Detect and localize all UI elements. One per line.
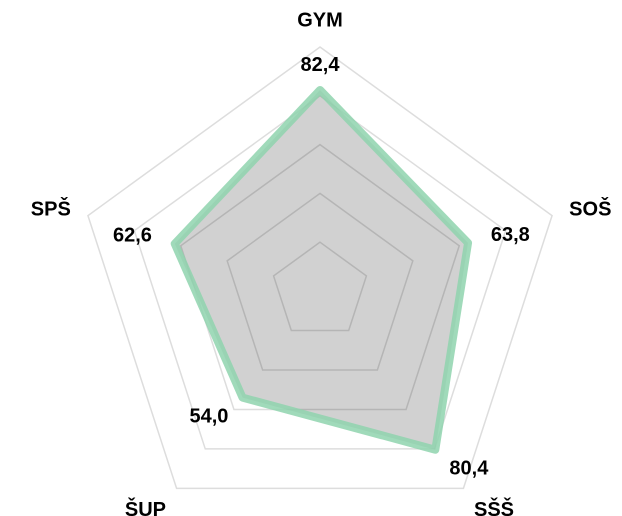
category-label: SPŠ [31,196,71,220]
value-label: 82,4 [301,54,341,76]
value-label: 54,0 [190,405,229,427]
radar-area [170,85,473,454]
category-label: SŠŠ [474,497,514,516]
grid-ring [133,94,507,450]
value-label: 63,8 [491,224,530,246]
grid-ring [179,143,461,411]
grid-ring [272,241,368,332]
value-label: 62,6 [113,225,152,247]
category-label: SOŠ [569,196,611,220]
grid-ring [87,46,553,490]
category-label: GYM [297,9,343,31]
value-label: 80,4 [449,457,489,479]
category-label: ŠUP [125,497,166,516]
grid-ring [226,192,414,371]
